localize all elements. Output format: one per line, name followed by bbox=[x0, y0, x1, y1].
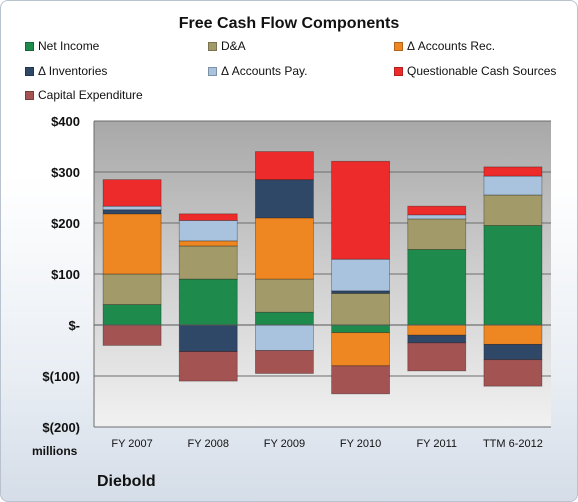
bar-segment bbox=[255, 151, 314, 181]
bar-segment bbox=[102, 205, 162, 211]
x-tick-label: FY 2011 bbox=[416, 438, 457, 450]
bar-segment bbox=[102, 304, 162, 326]
bar-segment bbox=[178, 220, 238, 242]
bar-segment bbox=[483, 225, 543, 326]
bar-segment bbox=[483, 166, 543, 177]
bar-segment bbox=[178, 324, 238, 352]
bar-segment bbox=[483, 175, 543, 196]
bar-segment bbox=[178, 351, 238, 382]
bar-segment bbox=[255, 278, 314, 313]
bar-segment bbox=[331, 258, 390, 292]
legend-label-inventories: Δ Inventories bbox=[38, 64, 108, 78]
legend-item-questionable-cash: Questionable Cash Sources bbox=[394, 64, 556, 78]
bar-segment bbox=[102, 179, 162, 207]
bar-segment bbox=[407, 334, 467, 344]
bar-segment bbox=[483, 324, 543, 345]
bar-segment bbox=[407, 342, 467, 372]
y-tick-label: $(200) bbox=[42, 420, 80, 435]
y-tick-label: $- bbox=[68, 318, 80, 333]
bar-segment bbox=[255, 350, 314, 374]
legend-item-capex: Capital Expenditure bbox=[25, 88, 143, 102]
legend-label-accounts-pay: Δ Accounts Pay. bbox=[221, 64, 308, 78]
bar-segment bbox=[331, 365, 390, 395]
legend-swatch-questionable-cash bbox=[394, 66, 403, 76]
bar-segment bbox=[407, 324, 467, 336]
legend-item-inventories: Δ Inventories bbox=[25, 64, 107, 78]
legend-swatch-capex bbox=[25, 90, 34, 100]
x-tick-label: FY 2008 bbox=[188, 438, 229, 450]
y-tick-label: $300 bbox=[51, 165, 80, 180]
bar-segment bbox=[407, 218, 467, 250]
bar-segment bbox=[331, 332, 390, 367]
bar-segment bbox=[407, 249, 467, 326]
bar-segment bbox=[255, 217, 314, 280]
bar-segment bbox=[255, 311, 314, 326]
bar-segment bbox=[483, 359, 543, 387]
y-tick-label: $400 bbox=[51, 114, 80, 129]
chart-title: Free Cash Flow Components bbox=[178, 15, 400, 32]
legend-item-accounts-pay: Δ Accounts Pay. bbox=[208, 64, 308, 78]
legend-swatch-inventories bbox=[25, 66, 34, 76]
legend-label-capex: Capital Expenditure bbox=[38, 88, 143, 102]
legend-item-net-income: Net Income bbox=[25, 39, 99, 53]
bar-segment bbox=[407, 205, 467, 216]
bar-segment bbox=[178, 245, 238, 280]
legend-label-questionable-cash: Questionable Cash Sources bbox=[407, 64, 557, 78]
bar-segment bbox=[102, 213, 162, 275]
legend-swatch-net-income bbox=[25, 41, 34, 51]
x-tick-label: FY 2010 bbox=[340, 438, 381, 450]
bar-segment bbox=[483, 194, 543, 226]
x-tick-label: FY 2007 bbox=[111, 438, 152, 450]
y-axis-units-label: millions bbox=[32, 444, 78, 458]
legend-label-net-income: Net Income bbox=[38, 39, 100, 53]
legend-item-da: D&A bbox=[208, 39, 246, 53]
legend-swatch-da bbox=[208, 41, 217, 51]
legend-label-accounts-rec: Δ Accounts Rec. bbox=[407, 39, 496, 53]
y-tick-label: $200 bbox=[51, 216, 80, 231]
legend-label-da: D&A bbox=[221, 39, 246, 53]
bar-segment bbox=[407, 214, 467, 220]
legend-item-accounts-rec: Δ Accounts Rec. bbox=[394, 39, 495, 53]
x-tick-label: TTM 6-2012 bbox=[483, 438, 543, 450]
bar-segment bbox=[331, 292, 390, 326]
y-tick-label: $(100) bbox=[42, 369, 80, 384]
bar-segment bbox=[331, 324, 390, 334]
y-tick-label: $100 bbox=[51, 267, 80, 282]
legend-swatch-accounts-pay bbox=[208, 66, 217, 76]
bar-segment bbox=[331, 160, 390, 260]
bar-segment bbox=[255, 179, 314, 219]
bar-segment bbox=[483, 343, 543, 361]
legend-swatch-accounts-rec bbox=[394, 41, 403, 51]
bar-segment bbox=[178, 278, 238, 326]
bar-segment bbox=[255, 324, 314, 351]
bar-segment bbox=[102, 273, 162, 306]
bar-segment bbox=[178, 213, 238, 221]
company-name: Diebold bbox=[97, 473, 156, 490]
bar-segment bbox=[102, 324, 162, 346]
bar-segment bbox=[178, 240, 238, 247]
bar-segment bbox=[102, 209, 162, 215]
x-tick-label: FY 2009 bbox=[264, 438, 305, 450]
